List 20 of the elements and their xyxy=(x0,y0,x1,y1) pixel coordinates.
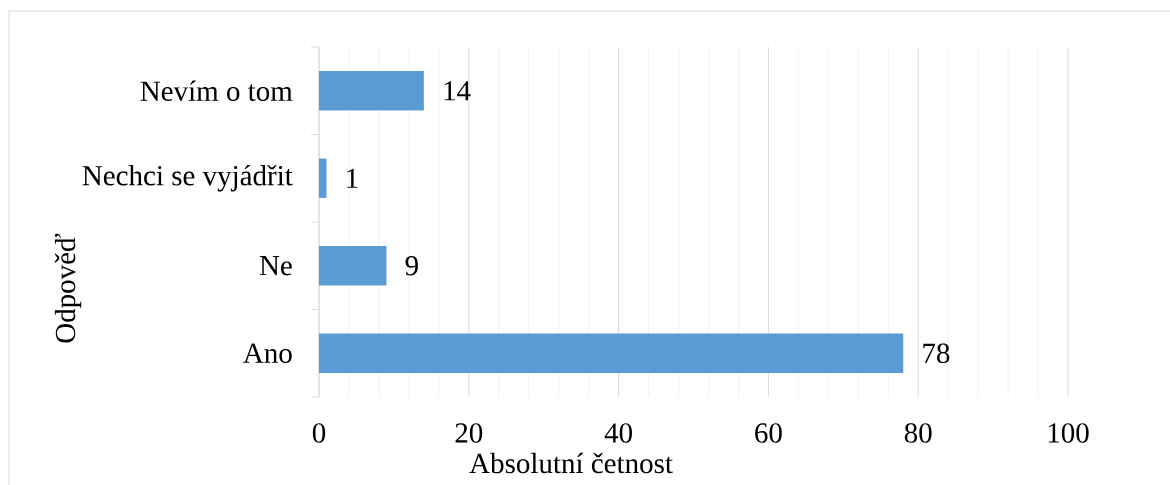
bar xyxy=(319,246,387,286)
x-tick-label: 20 xyxy=(455,423,483,443)
bar xyxy=(319,71,424,111)
y-tick-label: Nechci se vyjádřit xyxy=(82,165,293,192)
x-tick-label: 60 xyxy=(755,423,782,443)
data-label: 78 xyxy=(923,343,950,364)
y-tick-label: Nevím o tom xyxy=(140,80,293,101)
y-tick-label: Ne xyxy=(259,256,292,276)
bar xyxy=(319,333,904,373)
y-tick-label: Ano xyxy=(243,343,292,363)
y-axis-title: Odpověď xyxy=(54,233,82,343)
x-tick-label: 0 xyxy=(312,423,326,443)
x-axis-title: Absolutní četnost xyxy=(469,452,673,474)
x-tick-label: 100 xyxy=(1048,423,1089,443)
x-tick-label: 40 xyxy=(604,423,632,443)
data-label: 1 xyxy=(347,168,358,188)
bar xyxy=(319,158,327,198)
data-label: 9 xyxy=(405,256,418,276)
x-tick-label: 80 xyxy=(904,423,932,443)
data-label: 14 xyxy=(444,81,471,101)
